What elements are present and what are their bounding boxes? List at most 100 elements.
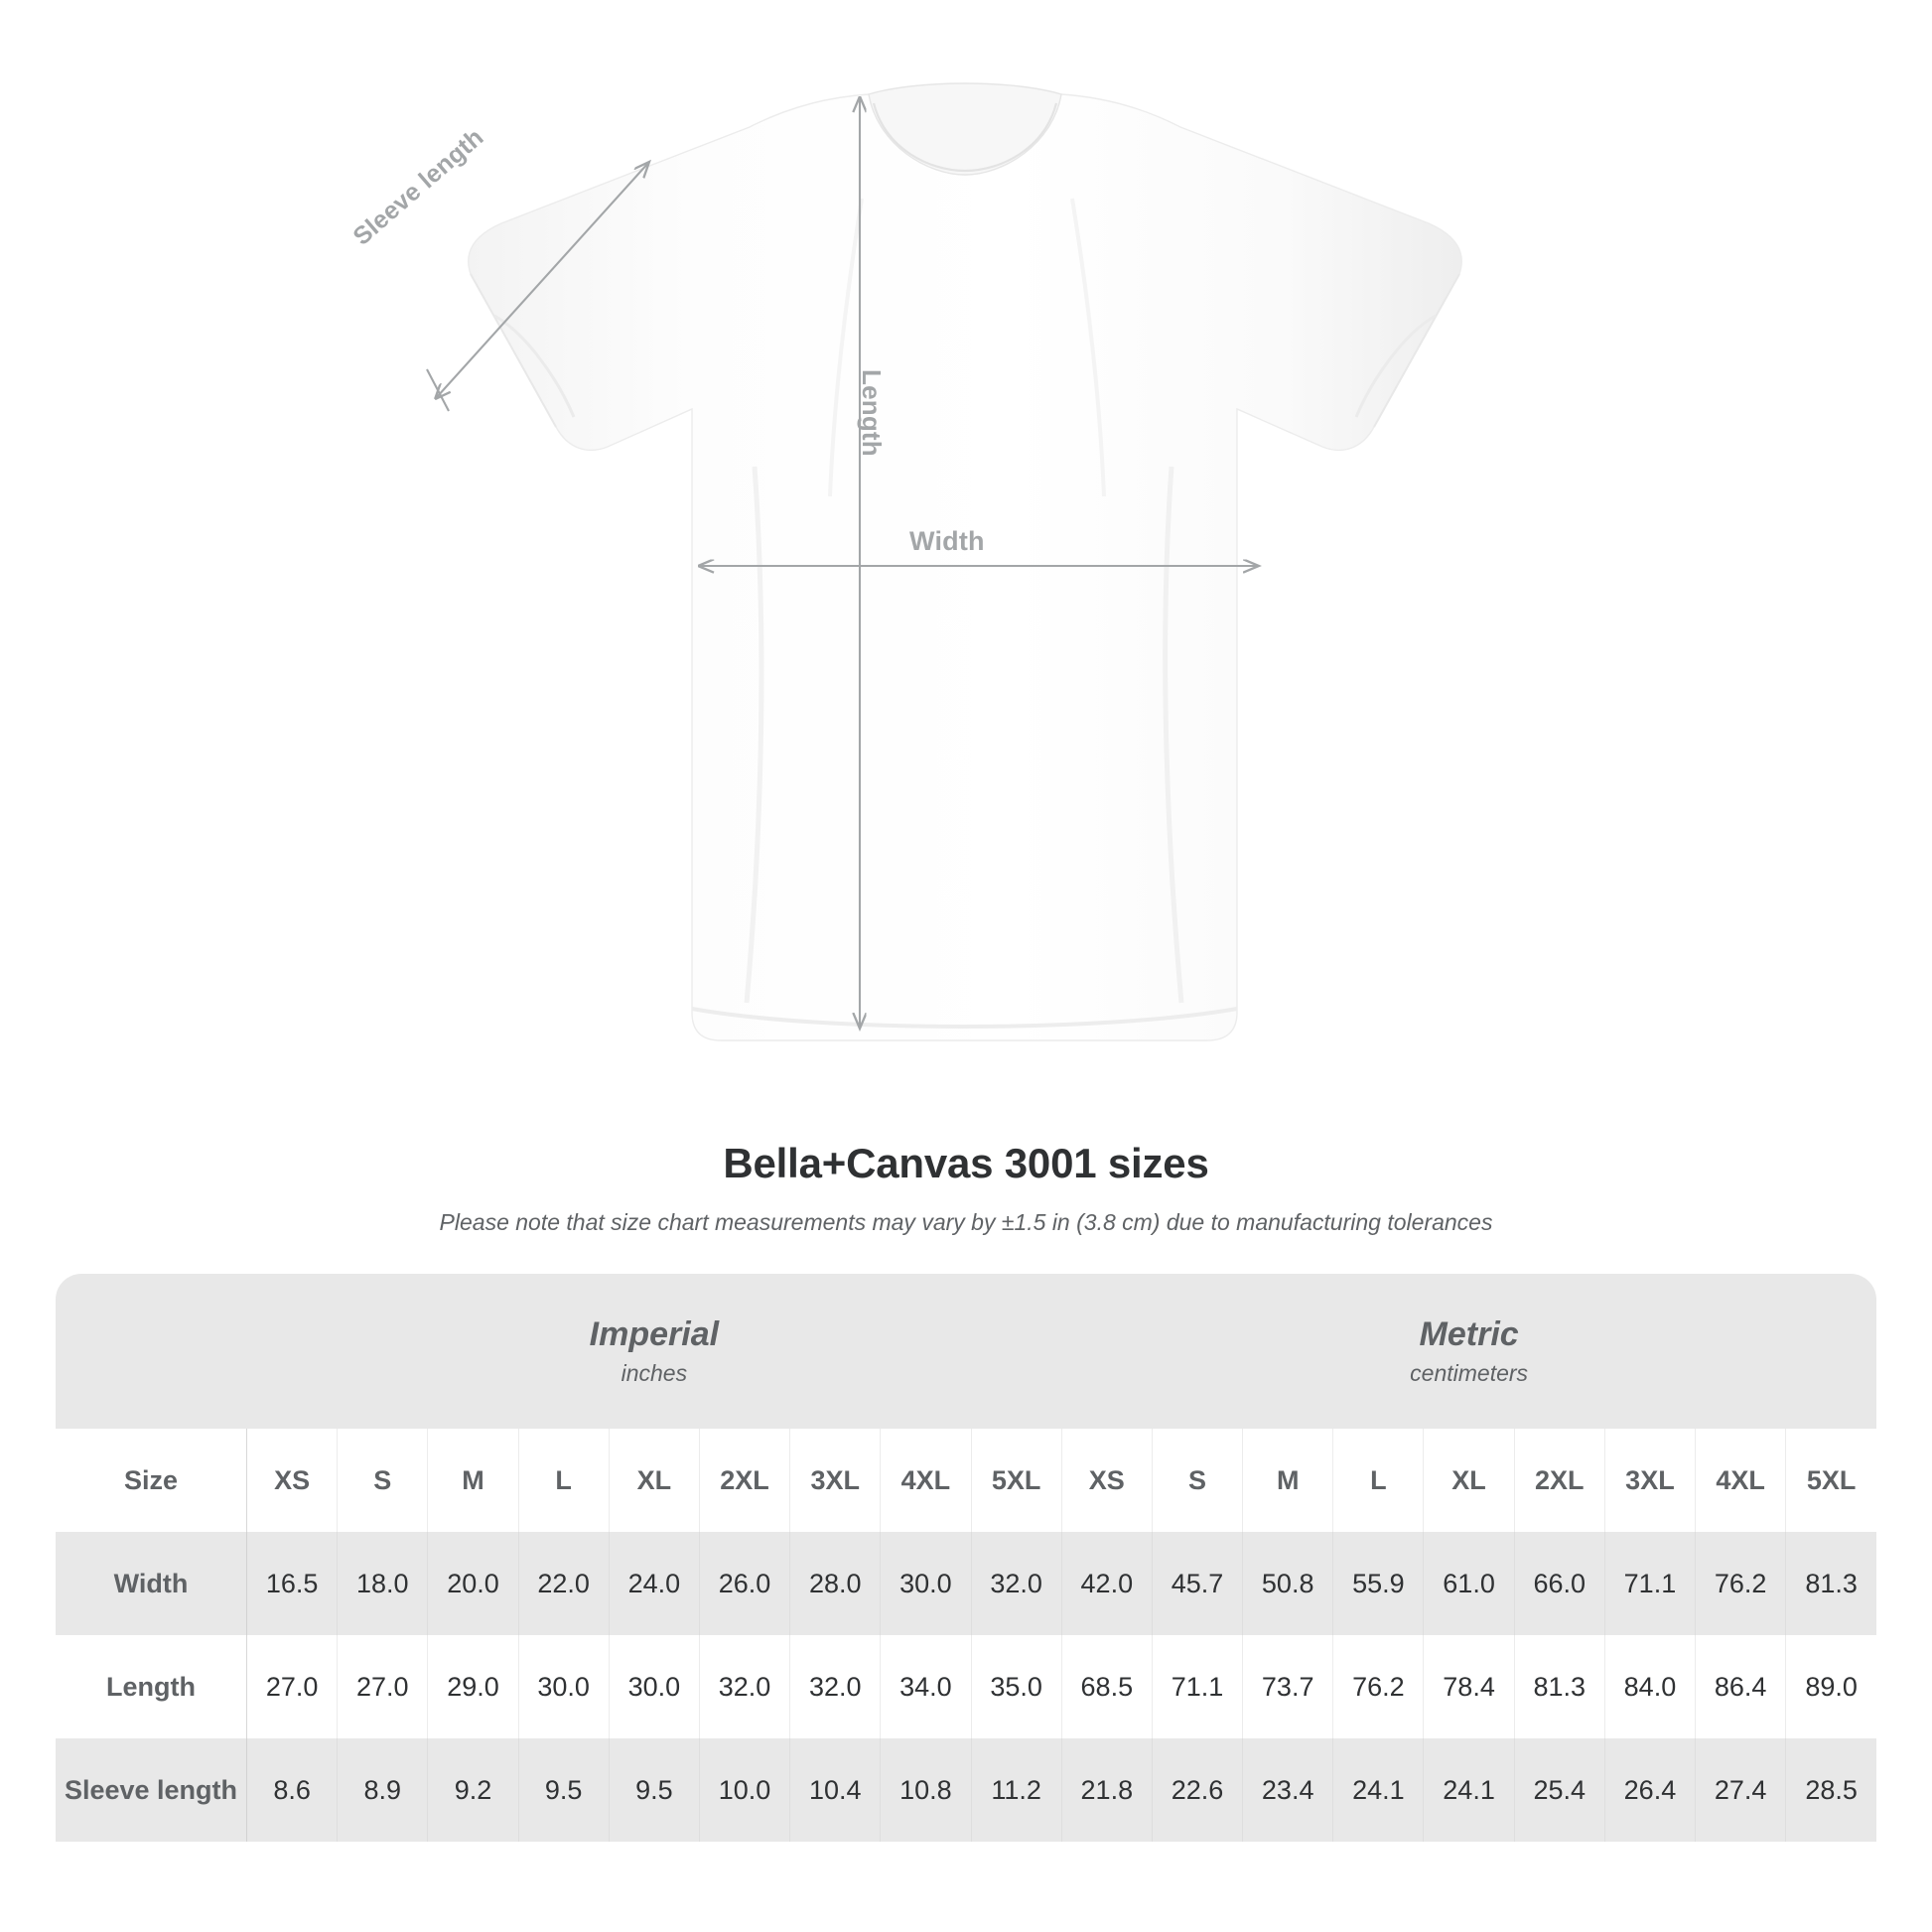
measurement-cell: 34.0 [880,1635,972,1738]
measurement-cell: 11.2 [971,1738,1062,1842]
measurement-cell: 24.0 [609,1532,700,1635]
measurement-cell: 61.0 [1423,1532,1515,1635]
unit-header-row: Imperial inches Metric centimeters [56,1274,1876,1429]
measurement-cell: 25.4 [1514,1738,1605,1842]
title-block: Bella+Canvas 3001 sizes Please note that… [0,1140,1932,1236]
size-table: Imperial inches Metric centimeters Size XS S M L… [56,1274,1876,1842]
unit-header-imperial: Imperial inches [246,1274,1062,1429]
measurement-cell: 81.3 [1785,1532,1876,1635]
measurement-cell: 78.4 [1423,1635,1515,1738]
measurement-cell: 66.0 [1514,1532,1605,1635]
measurement-cell: 8.9 [337,1738,429,1842]
measurement-cell: 21.8 [1061,1738,1153,1842]
measurement-cell: 18.0 [337,1532,429,1635]
measurement-cell: 76.2 [1332,1635,1425,1738]
size-header-cell: 4XL [1695,1429,1787,1532]
size-header-cell: L [1332,1429,1425,1532]
table-row: Sleeve length 8.6 8.9 9.2 9.5 9.5 10.0 10.4 10.8… [56,1738,1876,1842]
row-label: Sleeve length [56,1738,247,1842]
measurement-cell: 71.1 [1604,1532,1697,1635]
measurement-cell: 9.5 [518,1738,610,1842]
row-label: Width [56,1532,247,1635]
measurement-cell: 10.8 [880,1738,972,1842]
measurement-cell: 55.9 [1332,1532,1425,1635]
shirt-body-shape [468,82,1462,1041]
measurement-cell: 30.0 [518,1635,610,1738]
size-header-cell: XL [609,1429,700,1532]
measurement-cell: 23.4 [1242,1738,1334,1842]
tolerance-note: Please note that size chart measurements… [439,1209,1493,1235]
measurement-cell: 50.8 [1242,1532,1334,1635]
size-header-cell: 3XL [1604,1429,1697,1532]
measurement-cell: 84.0 [1604,1635,1697,1738]
sleeve-length-arrow [426,162,649,412]
size-header-cell: S [1152,1429,1244,1532]
size-column-header: Size [56,1429,247,1532]
measurement-cell: 24.1 [1423,1738,1515,1842]
size-header-cell: M [1242,1429,1334,1532]
size-header-cell: XS [1061,1429,1153,1532]
measurement-cell: 28.5 [1785,1738,1876,1842]
size-header-cell: 3XL [789,1429,882,1532]
size-header-cell: M [427,1429,519,1532]
table-row: Width 16.5 18.0 20.0 22.0 24.0 26.0 28.0 30.0 32.… [56,1532,1876,1635]
measurement-cell: 81.3 [1514,1635,1605,1738]
tshirt-diagram-svg [426,82,1462,1041]
unit-name: Metric [1419,1314,1519,1353]
size-header-cell: XS [246,1429,339,1532]
measurement-cell: 32.0 [699,1635,791,1738]
measurement-cell: 27.0 [246,1635,339,1738]
size-header-cell: S [337,1429,429,1532]
page-title: Bella+Canvas 3001 sizes [723,1140,1209,1186]
measurement-cell: 73.7 [1242,1635,1334,1738]
length-label: Length [857,369,887,457]
size-header-cell: XL [1423,1429,1515,1532]
measurement-cell: 9.2 [427,1738,519,1842]
tshirt-illustration: Sleeve length Length Width [347,82,1462,1041]
size-header-cell: 2XL [699,1429,791,1532]
measurement-cell: 32.0 [971,1532,1062,1635]
measurement-cell: 27.4 [1695,1738,1787,1842]
measurement-cell: 8.6 [246,1738,339,1842]
measurement-cell: 32.0 [789,1635,882,1738]
measurement-cell: 30.0 [609,1635,700,1738]
measurement-cell: 89.0 [1785,1635,1876,1738]
measurement-cell: 45.7 [1152,1532,1244,1635]
unit-name: Imperial [589,1314,720,1353]
measurement-cell: 30.0 [880,1532,972,1635]
measurement-cell: 26.4 [1604,1738,1697,1842]
measurement-cell: 9.5 [609,1738,700,1842]
measurement-cell: 68.5 [1061,1635,1153,1738]
measurement-cell: 10.4 [789,1738,882,1842]
unit-header-spacer [56,1274,247,1429]
measurement-cell: 16.5 [246,1532,339,1635]
size-header-cell: 5XL [1785,1429,1876,1532]
measurement-cell: 86.4 [1695,1635,1787,1738]
unit-subtitle: centimeters [1410,1360,1529,1387]
size-header-cell: 2XL [1514,1429,1605,1532]
measurement-cell: 35.0 [971,1635,1062,1738]
size-header-cell: L [518,1429,610,1532]
measurement-cell: 71.1 [1152,1635,1244,1738]
measurement-cell: 10.0 [699,1738,791,1842]
unit-header-metric: Metric centimeters [1061,1274,1876,1429]
measurement-cell: 28.0 [789,1532,882,1635]
measurement-cell: 27.0 [337,1635,429,1738]
measurement-cell: 26.0 [699,1532,791,1635]
size-table-wrapper: Imperial inches Metric centimeters Size XS S M L… [56,1274,1876,1842]
row-label: Length [56,1635,247,1738]
unit-subtitle: inches [621,1360,688,1387]
size-header-row: Size XS S M L XL 2XL 3XL 4XL 5XL XS S M L XL 2XL 3XL 4XL 5… [56,1429,1876,1532]
size-header-cell: 5XL [971,1429,1062,1532]
measurement-cell: 22.6 [1152,1738,1244,1842]
measurement-cell: 76.2 [1695,1532,1787,1635]
table-row: Length 27.0 27.0 29.0 30.0 30.0 32.0 32.0 34.0 35… [56,1635,1876,1738]
measurement-cell: 22.0 [518,1532,610,1635]
measurement-cell: 29.0 [427,1635,519,1738]
measurement-cell: 20.0 [427,1532,519,1635]
measurement-cell: 42.0 [1061,1532,1153,1635]
size-header-cell: 4XL [880,1429,972,1532]
width-label: Width [909,526,985,556]
measurement-cell: 24.1 [1332,1738,1425,1842]
